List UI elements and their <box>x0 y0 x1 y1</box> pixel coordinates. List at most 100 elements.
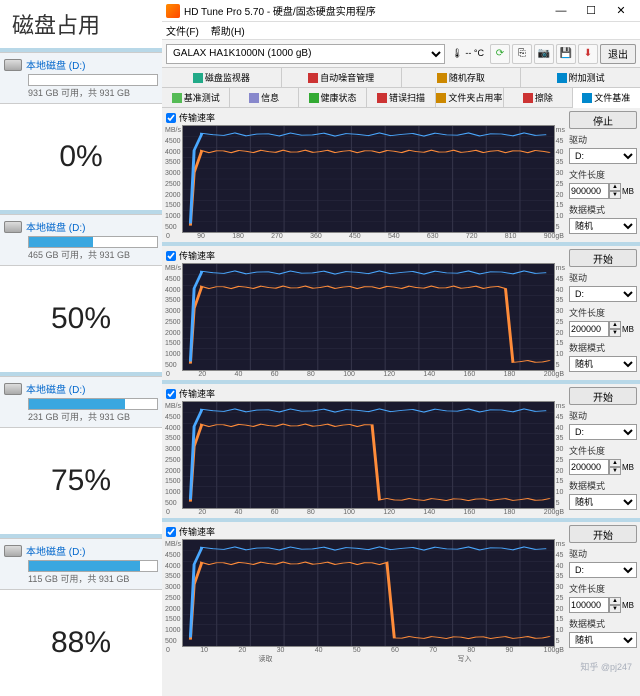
y-axis-right: ms45403530252015105 <box>555 539 566 647</box>
chart-panel-0: 传输速率 MB/s4500400035003000250020001500100… <box>162 108 640 242</box>
y-axis-right: ms45403530252015105 <box>555 401 566 509</box>
x-axis: 090180270360450540630720810900gB <box>164 233 566 240</box>
disk-usage-bar <box>28 560 158 572</box>
y-axis-right: ms45403530252015105 <box>555 125 566 233</box>
tabs-bottom: 基准测试信息健康状态错误扫描文件夹占用率擦除文件基准 <box>162 88 640 108</box>
disk-info-2: 本地磁盘 (D:) 231 GB 可用，共 931 GB <box>0 376 162 428</box>
app-title: HD Tune Pro 5.70 - 硬盘/固态硬盘实用程序 <box>184 3 546 18</box>
drive-icon <box>4 545 22 557</box>
maximize-button[interactable]: ☐ <box>576 1 606 21</box>
menu-item[interactable]: 帮助(H) <box>211 23 245 38</box>
drive-dropdown[interactable]: D: <box>569 286 637 302</box>
transfer-rate-checkbox[interactable] <box>166 113 176 123</box>
drive-dropdown[interactable]: D: <box>569 424 637 440</box>
disk-capacity: 115 GB 可用，共 931 GB <box>28 572 158 585</box>
datamode-label: 数据模式 <box>569 341 637 354</box>
spin-down[interactable]: ▼ <box>609 605 621 613</box>
drive-label: 驱动 <box>569 271 637 284</box>
drive-select[interactable]: GALAX HA1K1000N (1000 gB) <box>166 44 445 64</box>
datamode-label: 数据模式 <box>569 617 637 630</box>
datamode-dropdown[interactable]: 随机 <box>569 218 637 234</box>
tab-文件基准[interactable]: 文件基准 <box>573 88 640 108</box>
filelen-input[interactable] <box>569 459 609 475</box>
drive-dropdown[interactable]: D: <box>569 148 637 164</box>
tab-基准测试[interactable]: 基准测试 <box>162 88 230 107</box>
benchmark-chart <box>182 263 555 371</box>
tab-擦除[interactable]: 擦除 <box>504 88 572 107</box>
watermark: 知乎 @pj247 <box>580 660 632 673</box>
drive-dropdown[interactable]: D: <box>569 562 637 578</box>
tab-随机存取[interactable]: 随机存取 <box>402 68 522 87</box>
x-axis: 020406080100120140160180200gB <box>164 509 566 516</box>
transfer-rate-checkbox[interactable] <box>166 389 176 399</box>
disk-info-1: 本地磁盘 (D:) 465 GB 可用，共 931 GB <box>0 214 162 266</box>
mb-label: MB <box>622 463 634 472</box>
save-icon[interactable]: 💾 <box>556 44 576 64</box>
disk-info-0: 本地磁盘 (D:) 931 GB 可用，共 931 GB <box>0 52 162 104</box>
disk-name: 本地磁盘 (D:) <box>26 381 85 396</box>
tabs-top: 磁盘监视器自动噪音管理随机存取附加测试 <box>162 68 640 88</box>
tab-错误扫描[interactable]: 错误扫描 <box>367 88 435 107</box>
disk-name: 本地磁盘 (D:) <box>26 57 85 72</box>
datamode-dropdown[interactable]: 随机 <box>569 632 637 648</box>
checkbox-label: 传输速率 <box>179 525 215 538</box>
close-button[interactable]: ✕ <box>606 1 636 21</box>
datamode-dropdown[interactable]: 随机 <box>569 494 637 510</box>
tab-健康状态[interactable]: 健康状态 <box>299 88 367 107</box>
tab-自动噪音管理[interactable]: 自动噪音管理 <box>282 68 402 87</box>
spin-down[interactable]: ▼ <box>609 191 621 199</box>
tab-附加测试[interactable]: 附加测试 <box>521 68 640 87</box>
y-axis-left: MB/s45004000350030002500200015001000500 <box>164 401 182 509</box>
chart-panel-2: 传输速率 MB/s4500400035003000250020001500100… <box>162 384 640 518</box>
transfer-rate-checkbox[interactable] <box>166 251 176 261</box>
checkbox-label: 传输速率 <box>179 249 215 262</box>
tab-信息[interactable]: 信息 <box>230 88 298 107</box>
start-stop-button[interactable]: 开始 <box>569 387 637 405</box>
mb-label: MB <box>622 325 634 334</box>
chart-panel-3: 传输速率 MB/s4500400035003000250020001500100… <box>162 522 640 666</box>
filelen-input[interactable] <box>569 183 609 199</box>
disk-usage-bar <box>28 236 158 248</box>
checkbox-label: 传输速率 <box>179 387 215 400</box>
checkbox-label: 传输速率 <box>179 111 215 124</box>
x-axis-labels: 读取写入 <box>164 654 566 664</box>
start-stop-button[interactable]: 停止 <box>569 111 637 129</box>
chart-panel-1: 传输速率 MB/s4500400035003000250020001500100… <box>162 246 640 380</box>
drive-label: 驱动 <box>569 133 637 146</box>
spin-up[interactable]: ▲ <box>609 183 621 191</box>
screenshot-icon[interactable]: 📷 <box>534 44 554 64</box>
tab-磁盘监视器[interactable]: 磁盘监视器 <box>162 68 282 87</box>
controls: 开始 驱动 D: 文件长度 ▲▼ MB 数据模式 随机 <box>568 248 638 378</box>
disk-name: 本地磁盘 (D:) <box>26 219 85 234</box>
spin-up[interactable]: ▲ <box>609 459 621 467</box>
datamode-dropdown[interactable]: 随机 <box>569 356 637 372</box>
disk-info-3: 本地磁盘 (D:) 115 GB 可用，共 931 GB <box>0 538 162 590</box>
filelen-input[interactable] <box>569 597 609 613</box>
controls: 开始 驱动 D: 文件长度 ▲▼ MB 数据模式 随机 <box>568 386 638 516</box>
minimize-button[interactable]: — <box>546 1 576 21</box>
start-stop-button[interactable]: 开始 <box>569 525 637 543</box>
mb-label: MB <box>622 187 634 196</box>
spin-down[interactable]: ▼ <box>609 467 621 475</box>
menu-item[interactable]: 文件(F) <box>166 23 199 38</box>
spin-up[interactable]: ▲ <box>609 321 621 329</box>
temperature: 🌡 -- °C <box>447 48 488 59</box>
start-stop-button[interactable]: 开始 <box>569 249 637 267</box>
filelen-label: 文件长度 <box>569 582 637 595</box>
controls: 停止 驱动 D: 文件长度 ▲▼ MB 数据模式 随机 <box>568 110 638 240</box>
exit-button[interactable]: 退出 <box>600 44 636 64</box>
datamode-label: 数据模式 <box>569 479 637 492</box>
copy-icon[interactable]: ⎘ <box>512 44 532 64</box>
benchmark-chart <box>182 539 555 647</box>
spin-up[interactable]: ▲ <box>609 597 621 605</box>
spin-down[interactable]: ▼ <box>609 329 621 337</box>
options-icon[interactable]: ⬇ <box>578 44 598 64</box>
disk-capacity: 231 GB 可用，共 931 GB <box>28 410 158 423</box>
tab-文件夹占用率[interactable]: 文件夹占用率 <box>436 88 504 107</box>
benchmark-chart <box>182 401 555 509</box>
refresh-icon[interactable]: ⟳ <box>490 44 510 64</box>
transfer-rate-checkbox[interactable] <box>166 527 176 537</box>
page-title: 磁盘占用 <box>0 0 162 48</box>
filelen-input[interactable] <box>569 321 609 337</box>
usage-percent: 50% <box>0 266 162 372</box>
